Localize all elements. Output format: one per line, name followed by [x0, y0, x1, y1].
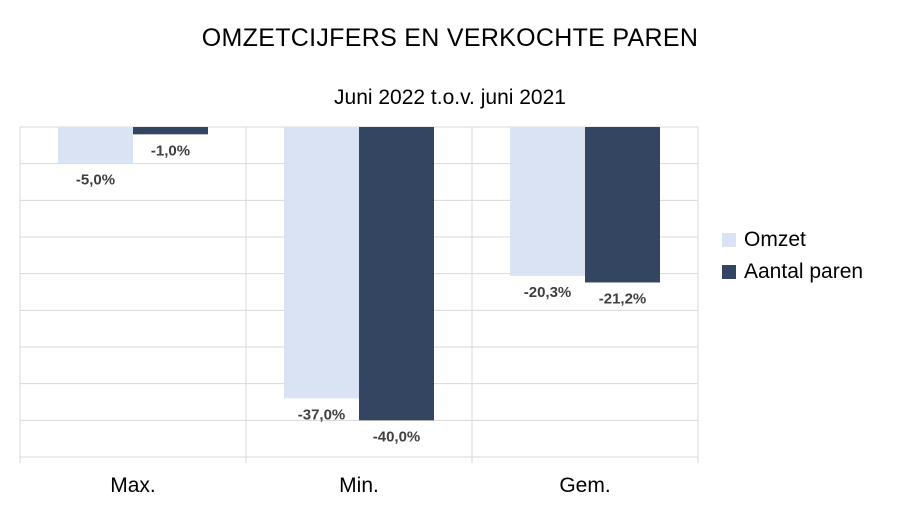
data-label: -20,3%: [524, 284, 572, 301]
legend-swatch-aantal-paren: [722, 265, 736, 279]
legend: Omzet Aantal paren: [722, 224, 863, 288]
legend-item-omzet: Omzet: [722, 224, 863, 256]
legend-label-omzet: Omzet: [744, 228, 806, 251]
x-tick-label: Gem.: [559, 474, 610, 497]
bar-omzet-2: [510, 127, 585, 276]
data-label: -5,0%: [76, 172, 115, 189]
data-label: -37,0%: [298, 406, 346, 423]
bar-aantal-paren-1: [359, 127, 434, 421]
legend-swatch-omzet: [722, 233, 736, 247]
bar-omzet-1: [284, 127, 359, 399]
chart-title: OMZETCIJFERS EN VERKOCHTE PAREN: [201, 24, 699, 52]
legend-label-aantal-paren: Aantal paren: [744, 260, 864, 283]
data-label: -40,0%: [373, 428, 421, 445]
data-label: -1,0%: [151, 142, 190, 159]
data-label: -21,2%: [599, 290, 647, 307]
x-tick-label: Min.: [339, 474, 379, 497]
bar-aantal-paren-0: [133, 127, 208, 135]
bar-aantal-paren-2: [585, 127, 660, 283]
chart-subtitle: Juni 2022 t.o.v. juni 2021: [334, 86, 566, 109]
bar-omzet-0: [58, 127, 133, 164]
x-tick-label: Max.: [110, 474, 156, 497]
legend-item-aantal-paren: Aantal paren: [722, 256, 863, 288]
